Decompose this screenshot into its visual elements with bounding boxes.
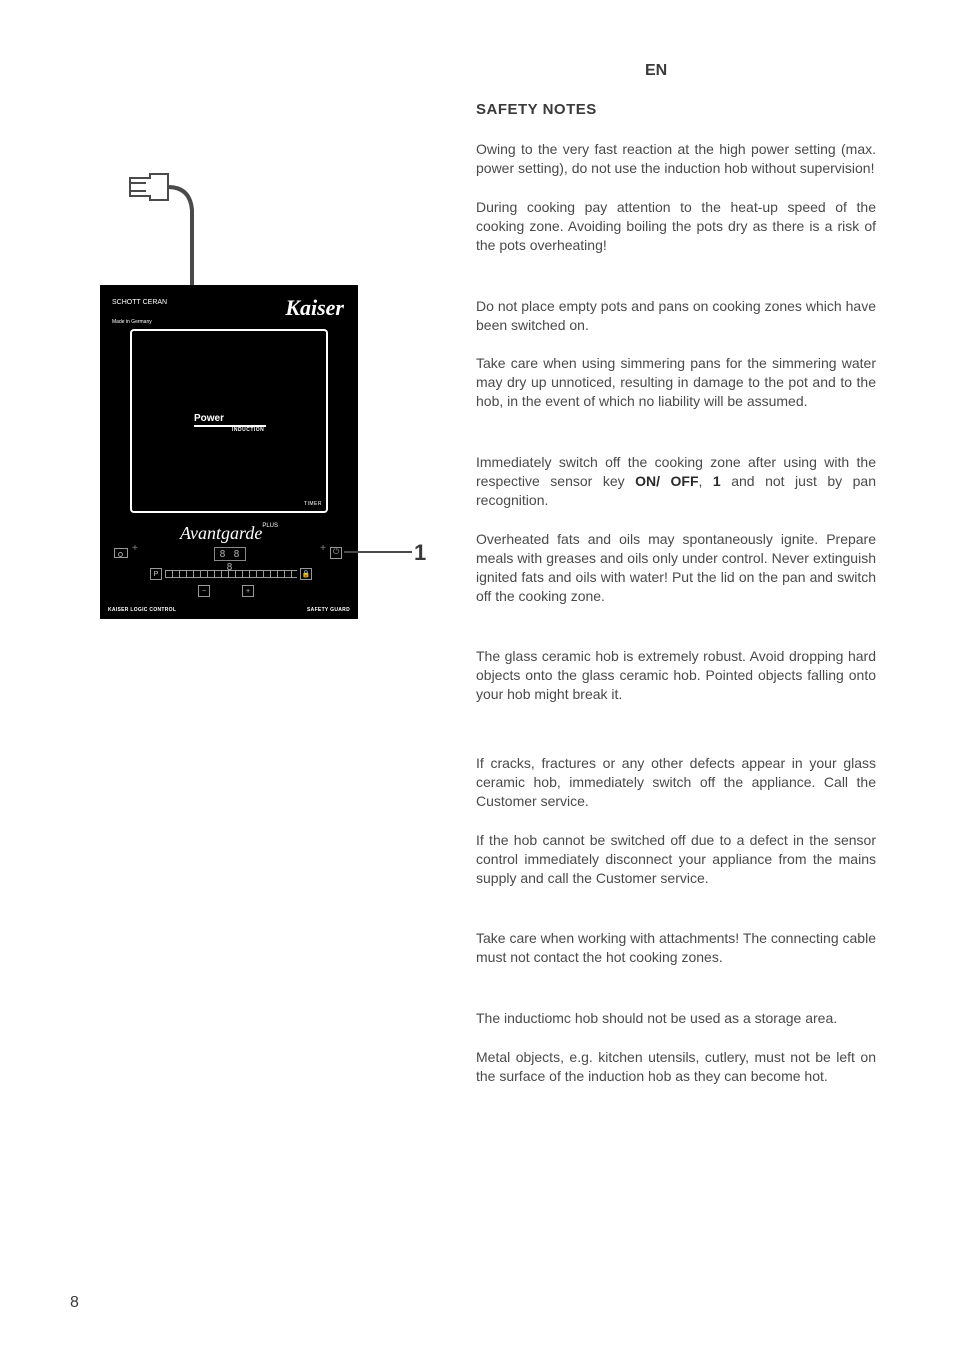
para-2: During cooking pay attention to the heat… (476, 198, 876, 255)
section-title: SAFETY NOTES (476, 100, 876, 120)
hob-panel: SCHOTT CERAN Kaiser Made in Germany Powe… (100, 285, 358, 619)
control-row: P 🔒 (150, 567, 312, 581)
segment-display: 8 8 8 (214, 547, 246, 561)
power-icon (330, 547, 342, 559)
made-in-label: Made in Germany (112, 319, 152, 325)
dot-right: + (320, 543, 326, 554)
timer-label: TIMER (304, 501, 322, 507)
induction-label: INDUCTION (232, 427, 264, 433)
page-number: 8 (70, 1294, 79, 1312)
series-label: AvantgardePLUS (100, 523, 358, 544)
callout-leader (344, 551, 412, 553)
minus-button[interactable]: − (198, 585, 210, 597)
plug-icon (120, 170, 230, 300)
para-7: The glass ceramic hob is extremely robus… (476, 647, 876, 704)
para-9: If the hob cannot be switched off due to… (476, 831, 876, 888)
para-8: If cracks, fractures or any other defect… (476, 754, 876, 811)
lock-button[interactable]: 🔒 (300, 568, 312, 580)
para-5: Immediately switch off the cooking zone … (476, 453, 876, 510)
plus-button[interactable]: + (242, 585, 254, 597)
left-indicator-icon (114, 548, 128, 558)
power-scale[interactable] (165, 570, 297, 578)
para-1: Owing to the very fast reaction at the h… (476, 140, 876, 178)
series-sup: PLUS (262, 523, 278, 529)
para-10: Take care when working with attachments!… (476, 929, 876, 967)
para-6: Overheated fats and oils may spontaneous… (476, 530, 876, 606)
control-row-2: − + (198, 585, 254, 597)
page: EN SCHOTT CERAN Kaiser Made in Germany P… (0, 0, 954, 1350)
kaiser-logo: Kaiser (285, 295, 344, 321)
dot-left: + (132, 543, 138, 554)
panel-footer-left: KAISER LOGIC CONTROL (108, 607, 176, 613)
para-12: Metal objects, e.g. kitchen utensils, cu… (476, 1048, 876, 1086)
callout-number: 1 (414, 540, 426, 566)
para-4: Take care when using simmering pans for … (476, 354, 876, 411)
para-11: The inductiomc hob should not be used as… (476, 1009, 876, 1028)
para-5-mid: , (699, 473, 713, 489)
p-button[interactable]: P (150, 568, 162, 580)
series-text: Avantgarde (180, 523, 262, 543)
panel-footer-right: SAFETY GUARD (307, 607, 350, 613)
on-off-bold: ON/ OFF (635, 473, 698, 489)
para-3: Do not place empty pots and pans on cook… (476, 297, 876, 335)
language-label: EN (645, 62, 667, 80)
ref-1-bold: 1 (713, 473, 721, 489)
schott-label: SCHOTT CERAN (112, 299, 167, 306)
text-column: SAFETY NOTES Owing to the very fast reac… (476, 100, 876, 1106)
power-label: Power (194, 413, 266, 427)
